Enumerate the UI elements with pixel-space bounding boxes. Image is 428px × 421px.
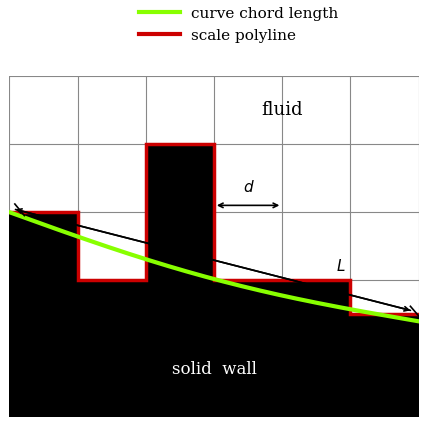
Text: L: L [337,259,345,274]
Text: solid  wall: solid wall [172,360,256,378]
Text: fluid: fluid [262,101,303,119]
Polygon shape [9,144,419,417]
Text: d: d [243,180,253,195]
Legend: curve chord length, scale polyline: curve chord length, scale polyline [133,1,344,49]
Polygon shape [9,314,419,417]
